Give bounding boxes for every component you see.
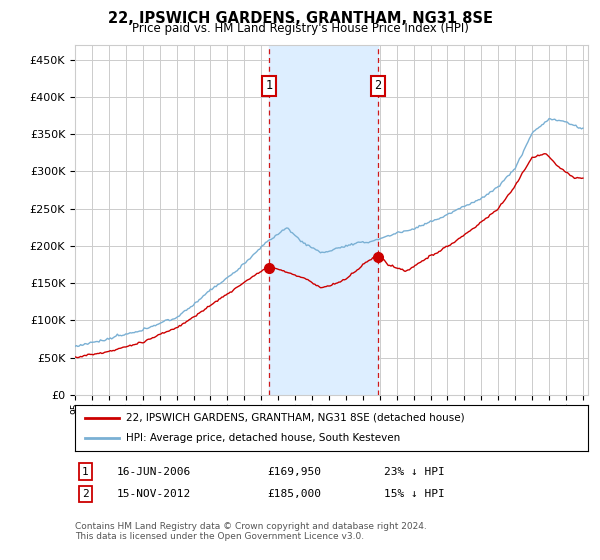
Text: Contains HM Land Registry data © Crown copyright and database right 2024.
This d: Contains HM Land Registry data © Crown c… bbox=[75, 522, 427, 542]
Text: 1: 1 bbox=[265, 80, 272, 92]
Text: 15-NOV-2012: 15-NOV-2012 bbox=[117, 489, 191, 499]
Text: 22, IPSWICH GARDENS, GRANTHAM, NG31 8SE: 22, IPSWICH GARDENS, GRANTHAM, NG31 8SE bbox=[107, 11, 493, 26]
Bar bbox=[269, 45, 377, 395]
Text: 1: 1 bbox=[82, 466, 89, 477]
Text: 22, IPSWICH GARDENS, GRANTHAM, NG31 8SE (detached house): 22, IPSWICH GARDENS, GRANTHAM, NG31 8SE … bbox=[127, 413, 465, 423]
Text: £185,000: £185,000 bbox=[267, 489, 321, 499]
Text: £169,950: £169,950 bbox=[267, 466, 321, 477]
Text: 2: 2 bbox=[82, 489, 89, 499]
Text: 2: 2 bbox=[374, 80, 381, 92]
Text: 23% ↓ HPI: 23% ↓ HPI bbox=[384, 466, 445, 477]
Text: HPI: Average price, detached house, South Kesteven: HPI: Average price, detached house, Sout… bbox=[127, 433, 401, 443]
Text: 16-JUN-2006: 16-JUN-2006 bbox=[117, 466, 191, 477]
Text: Price paid vs. HM Land Registry's House Price Index (HPI): Price paid vs. HM Land Registry's House … bbox=[131, 22, 469, 35]
Text: 15% ↓ HPI: 15% ↓ HPI bbox=[384, 489, 445, 499]
